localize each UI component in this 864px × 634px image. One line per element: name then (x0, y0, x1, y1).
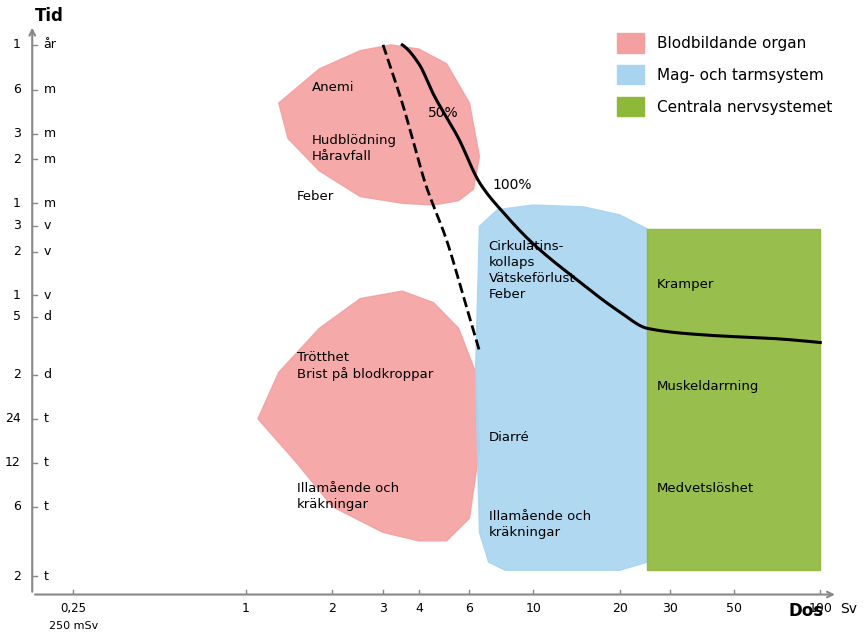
Text: 0,25: 0,25 (60, 602, 86, 615)
Text: 3: 3 (13, 219, 21, 232)
Text: v: v (44, 289, 51, 302)
Text: 6: 6 (466, 602, 473, 615)
Text: Trötthet
Brist på blodkroppar: Trötthet Brist på blodkroppar (296, 351, 433, 382)
Text: Dos: Dos (788, 602, 823, 620)
Text: 50: 50 (726, 602, 742, 615)
Text: 4: 4 (415, 602, 422, 615)
Text: m: m (44, 153, 56, 166)
Text: 250 mSv: 250 mSv (48, 621, 98, 631)
Text: 2: 2 (13, 153, 21, 166)
Text: t: t (44, 570, 48, 583)
Text: Cirkulatins-
kollaps
Vätskeförlust
Feber: Cirkulatins- kollaps Vätskeförlust Feber (489, 240, 575, 301)
Text: t: t (44, 412, 48, 425)
Polygon shape (647, 229, 820, 570)
Text: Diarré: Diarré (489, 430, 530, 444)
Text: 2: 2 (13, 245, 21, 258)
Text: Anemi: Anemi (312, 81, 355, 94)
Text: Feber: Feber (296, 190, 334, 203)
Text: Sv: Sv (841, 602, 858, 616)
Text: t: t (44, 500, 48, 513)
Text: m: m (44, 127, 56, 140)
Text: v: v (44, 245, 51, 258)
Text: 3: 3 (379, 602, 387, 615)
Text: Muskeldarrning: Muskeldarrning (657, 380, 759, 393)
Text: år: år (44, 39, 57, 51)
Text: Hudblödning
Håravfall: Hudblödning Håravfall (312, 134, 397, 164)
Polygon shape (475, 205, 647, 570)
Text: 1: 1 (242, 602, 250, 615)
Text: 100%: 100% (492, 178, 531, 192)
Text: 3: 3 (13, 127, 21, 140)
Text: Illamående och
kräkningar: Illamående och kräkningar (489, 510, 591, 540)
Legend: Blodbildande organ, Mag- och tarmsystem, Centrala nervsystemet: Blodbildande organ, Mag- och tarmsystem,… (611, 27, 838, 122)
Text: 50%: 50% (428, 106, 459, 120)
Text: Illamående och
kräkningar: Illamående och kräkningar (296, 482, 398, 512)
Text: 2: 2 (13, 570, 21, 583)
Text: 1: 1 (13, 197, 21, 210)
Text: 2: 2 (13, 368, 21, 382)
Text: 100: 100 (809, 602, 832, 615)
Text: m: m (44, 83, 56, 96)
Text: 6: 6 (13, 500, 21, 513)
Text: 1: 1 (13, 289, 21, 302)
Text: Tid: Tid (35, 7, 64, 25)
Polygon shape (279, 45, 480, 205)
Polygon shape (258, 291, 480, 541)
Text: 6: 6 (13, 83, 21, 96)
Text: 30: 30 (662, 602, 678, 615)
Text: 20: 20 (612, 602, 627, 615)
Text: m: m (44, 197, 56, 210)
Text: 10: 10 (525, 602, 541, 615)
Text: 1: 1 (13, 39, 21, 51)
Text: d: d (44, 368, 52, 382)
Text: v: v (44, 219, 51, 232)
Text: d: d (44, 310, 52, 323)
Text: 12: 12 (5, 456, 21, 469)
Text: Kramper: Kramper (657, 278, 715, 291)
Text: t: t (44, 456, 48, 469)
Text: Medvetslöshet: Medvetslöshet (657, 482, 754, 495)
Text: 24: 24 (5, 412, 21, 425)
Text: 2: 2 (328, 602, 336, 615)
Text: 5: 5 (13, 310, 21, 323)
